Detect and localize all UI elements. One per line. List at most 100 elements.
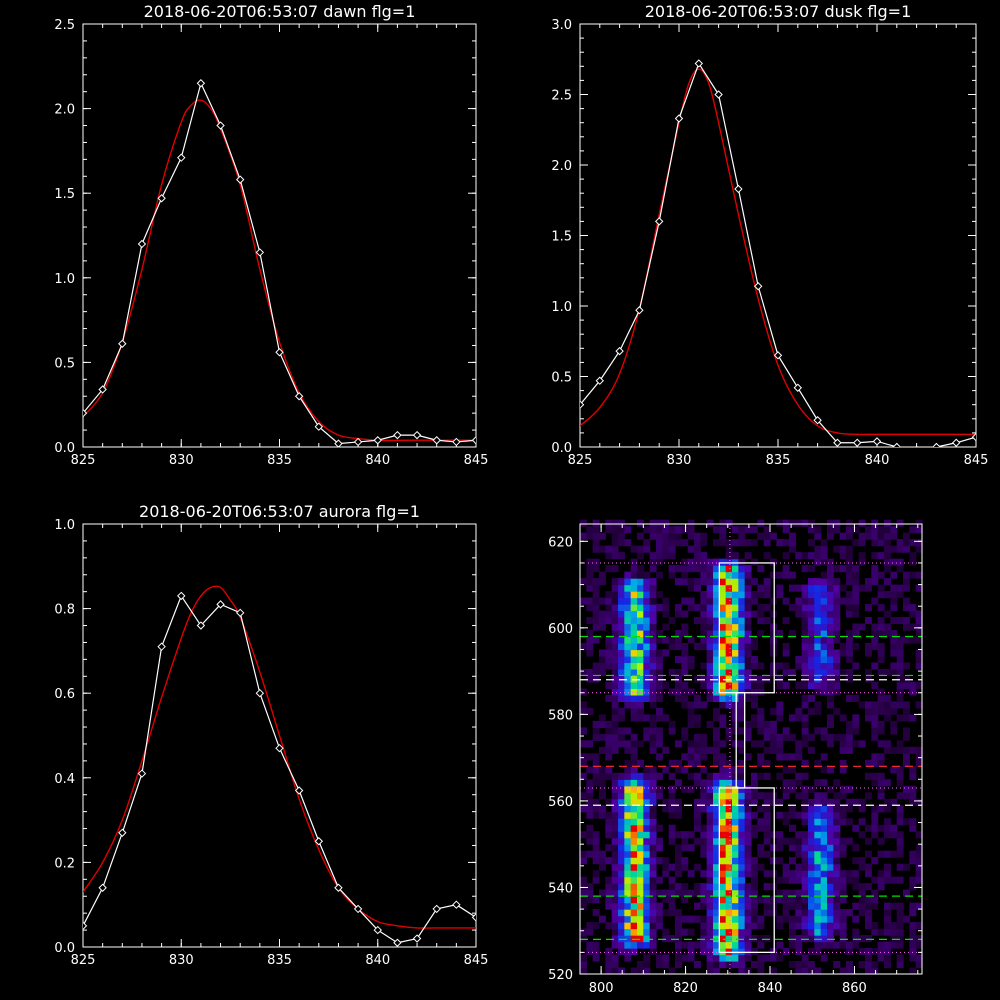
image-pixel [732,928,739,936]
image-pixel [776,733,784,741]
image-pixel [763,746,771,754]
image-pixel [681,655,689,664]
image-pixel [751,662,758,670]
image-pixel [903,818,910,826]
image-pixel [611,909,619,917]
image-pixel [725,818,733,826]
image-pixel [801,889,809,897]
image-pixel [770,707,777,715]
image-pixel [694,558,701,566]
image-pixel [820,753,828,761]
image-pixel [808,915,815,923]
image-pixel [782,870,790,878]
image-pixel [789,630,796,638]
image-pixel [827,662,834,670]
image-pixel [808,668,815,677]
image-pixel [757,565,765,573]
y-tick-label: 1.5 [54,187,75,202]
chart-title: 2018-06-20T06:53:07 aurora flg=1 [139,502,420,521]
image-pixel [630,922,638,930]
image-pixel [833,578,841,586]
image-pixel [713,961,720,969]
image-pixel [833,876,841,884]
image-pixel [713,772,720,780]
image-pixel [915,922,923,930]
image-pixel [694,837,701,845]
image-pixel [662,552,670,560]
image-pixel [732,558,739,566]
image-pixel [738,831,746,839]
image-pixel [884,948,891,956]
image-pixel [586,811,594,819]
image-pixel [744,837,752,845]
image-pixel [656,688,663,696]
image-pixel [687,558,695,566]
image-pixel [662,863,670,871]
image-pixel [713,675,720,683]
image-pixel [637,941,644,949]
image-pixel [833,915,841,923]
image-pixel [751,785,758,793]
image-pixel [795,746,803,754]
image-pixel [706,610,714,618]
image-pixel [649,720,657,728]
image-pixel [839,811,847,819]
image-pixel [618,694,625,703]
image-pixel [713,850,720,858]
image-pixel [808,565,815,573]
image-pixel [744,727,752,735]
image-pixel [649,630,657,638]
image-pixel [725,902,733,910]
image-pixel [846,720,853,728]
image-pixel [700,883,708,891]
image-pixel [725,844,733,852]
image-pixel [732,565,739,573]
image-pixel [846,675,853,683]
image-pixel [580,954,587,962]
image-pixel [681,610,689,618]
image-pixel [732,526,739,534]
image-pixel [852,915,860,923]
image-pixel [675,915,682,923]
image-pixel [801,642,809,651]
image-pixel [580,792,587,800]
image-pixel [744,785,752,793]
image-pixel [656,915,663,923]
image-pixel [618,811,625,819]
image-pixel [833,526,841,534]
image-pixel [656,649,663,657]
image-pixel [896,681,904,690]
image-pixel [903,889,910,897]
image-pixel [808,785,815,793]
image-pixel [871,565,879,573]
image-pixel [706,857,714,865]
image-pixel [738,591,746,599]
image-pixel [611,519,619,527]
image-pixel [592,604,600,612]
image-pixel [858,902,866,910]
image-pixel [871,857,879,865]
image-pixel [675,565,682,573]
image-pixel [738,792,746,800]
image-pixel [637,649,644,657]
image-pixel [732,662,739,670]
image-pixel [662,870,670,878]
image-pixel [643,655,651,664]
image-pixel [694,701,701,709]
image-pixel [681,733,689,741]
image-pixel [719,785,727,793]
image-pixel [820,889,828,897]
image-pixel [738,889,746,897]
image-pixel [706,883,714,891]
image-pixel [915,857,923,865]
image-pixel [865,578,872,586]
image-pixel [624,701,632,709]
image-pixel [700,642,708,651]
image-pixel [801,668,809,677]
image-pixel [592,831,600,839]
image-pixel [896,850,904,858]
image-pixel [694,811,701,819]
image-pixel [687,636,695,644]
image-pixel [630,675,638,683]
image-pixel [782,766,790,774]
